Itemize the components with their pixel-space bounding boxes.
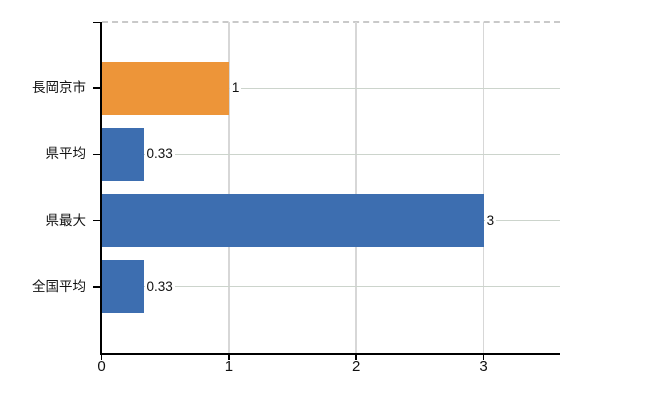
y-axis-tick <box>93 219 102 222</box>
x-axis-line <box>100 353 560 355</box>
x-axis-tick-label: 1 <box>224 358 234 375</box>
category-label: 長岡京市 <box>32 80 86 96</box>
x-axis-tick-label: 3 <box>479 358 488 375</box>
x-axis-tick <box>100 354 103 360</box>
bar-value-label: 0.33 <box>144 146 175 163</box>
bar-value-label: 3 <box>484 212 497 229</box>
bar-value-label: 0.33 <box>144 278 175 295</box>
y-axis-tick <box>93 286 102 288</box>
y-axis-top-tick <box>93 21 102 23</box>
category-label: 県平均 <box>45 146 87 162</box>
x-axis-tick <box>355 354 357 360</box>
bar[interactable] <box>101 127 144 181</box>
plot-area: 1 0.33 3 0.33 <box>101 22 560 353</box>
y-gridline <box>101 286 560 288</box>
x-gridline <box>355 22 357 353</box>
bar[interactable] <box>101 61 229 115</box>
x-gridline <box>228 22 230 353</box>
x-axis-tick-label: 0 <box>97 358 106 375</box>
x-gridline <box>482 22 485 353</box>
category-label: 全国平均 <box>32 278 86 294</box>
y-gridline <box>101 153 560 155</box>
plot-top-border <box>101 21 560 23</box>
bar[interactable] <box>101 260 144 314</box>
y-axis-tick <box>93 87 102 89</box>
bar-value-label: 1 <box>229 80 242 97</box>
x-axis-tick <box>228 354 230 360</box>
x-axis-tick-label: 2 <box>352 358 361 375</box>
bar[interactable] <box>101 194 484 248</box>
y-axis-line <box>100 22 102 354</box>
x-axis-tick <box>482 354 485 360</box>
category-label: 県最大 <box>45 212 87 228</box>
y-gridline <box>101 87 560 89</box>
y-axis-tick <box>93 153 102 156</box>
